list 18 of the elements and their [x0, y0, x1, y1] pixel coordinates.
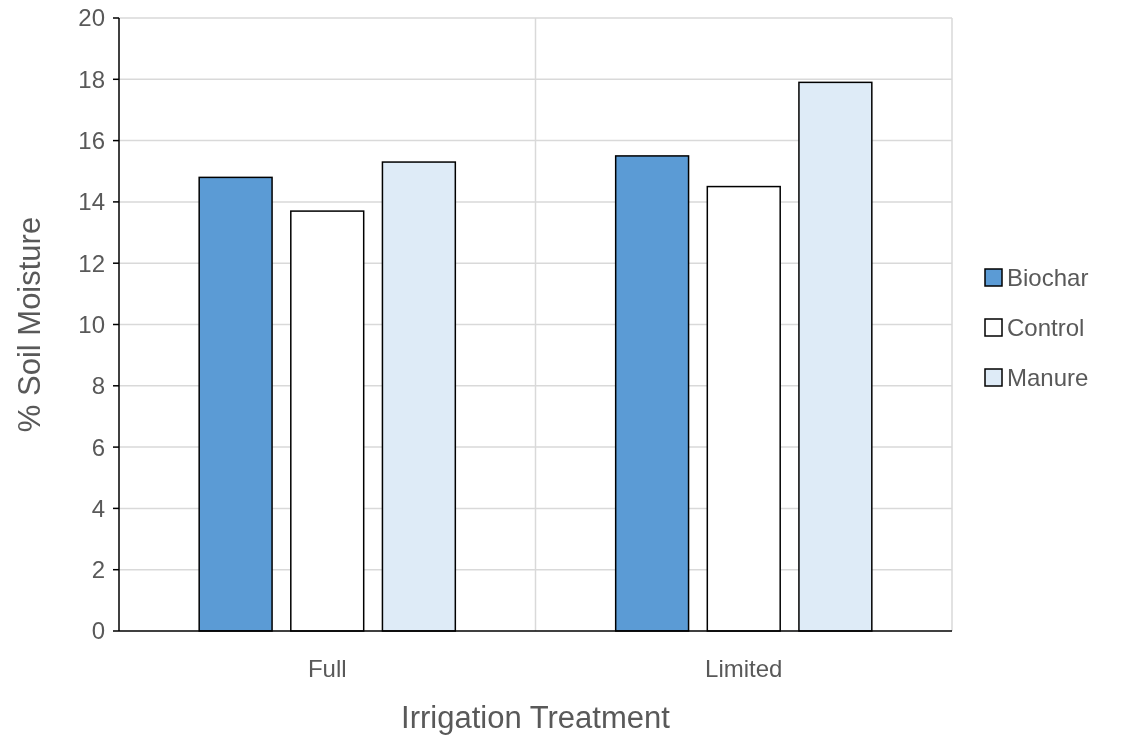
x-axis-title: Irrigation Treatment: [401, 700, 671, 735]
y-tick-label: 6: [91, 433, 105, 461]
y-tick-label: 8: [91, 372, 105, 400]
y-axis-title: % Soil Moisture: [12, 216, 47, 433]
legend-label: Manure: [1007, 364, 1089, 392]
y-tick-label: 14: [78, 188, 105, 216]
y-tick-label: 4: [91, 494, 105, 522]
y-tick-label: 10: [78, 310, 105, 338]
y-tick-label: 12: [78, 249, 105, 277]
x-tick-label: Limited: [705, 655, 783, 682]
y-tick-label: 20: [78, 4, 105, 32]
x-tick-label: Full: [307, 655, 347, 682]
y-tick-label: 2: [91, 556, 105, 584]
y-tick-label: 18: [78, 65, 105, 93]
legend-label: Biochar: [1007, 264, 1089, 292]
y-tick-label: 0: [91, 617, 105, 645]
legend-label: Control: [1007, 314, 1085, 342]
y-tick-label: 16: [78, 127, 105, 154]
